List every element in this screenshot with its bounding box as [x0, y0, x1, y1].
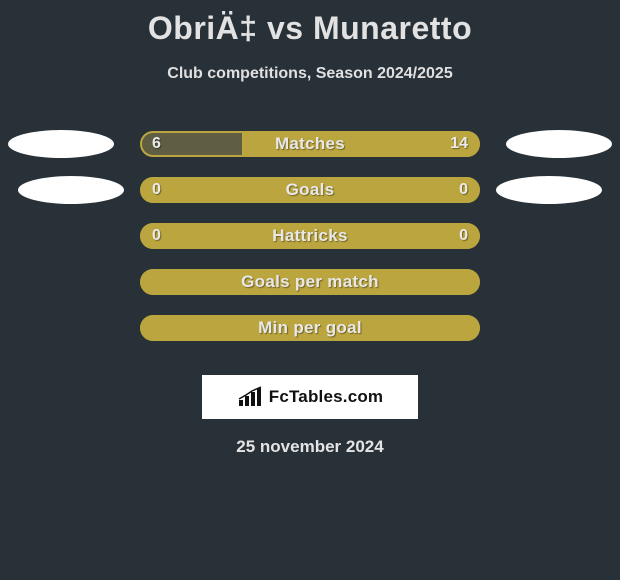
stat-label: Min per goal [140, 315, 480, 341]
logo-inner: FcTables.com [237, 386, 384, 408]
stat-rows: 614Matches 00Goals 00Hattricks Goals per ma… [0, 121, 620, 351]
stat-label: Goals per match [140, 269, 480, 295]
subtitle: Club competitions, Season 2024/2025 [0, 65, 620, 83]
stat-bar: 614Matches [140, 131, 480, 157]
stat-row: 00Hattricks [0, 213, 620, 259]
flag-left-icon [18, 176, 124, 204]
stat-bar: 00Goals [140, 177, 480, 203]
date-label: 25 november 2024 [0, 437, 620, 457]
stat-row: 00Goals [0, 167, 620, 213]
flag-right-icon [506, 130, 612, 158]
stat-row: Goals per match [0, 259, 620, 305]
bar-chart-icon [237, 386, 265, 408]
page-root: ObriÄ‡ vs Munaretto Club competitions, S… [0, 0, 620, 580]
stat-label: Hattricks [140, 223, 480, 249]
logo-text: FcTables.com [269, 387, 384, 407]
flag-left-icon [8, 130, 114, 158]
flag-right-icon [496, 176, 602, 204]
stat-bar: 00Hattricks [140, 223, 480, 249]
stat-row: 614Matches [0, 121, 620, 167]
stat-bar: Min per goal [140, 315, 480, 341]
stat-label: Matches [140, 131, 480, 157]
source-logo[interactable]: FcTables.com [202, 375, 418, 419]
page-title: ObriÄ‡ vs Munaretto [0, 0, 620, 47]
stat-row: Min per goal [0, 305, 620, 351]
stat-bar: Goals per match [140, 269, 480, 295]
stat-label: Goals [140, 177, 480, 203]
